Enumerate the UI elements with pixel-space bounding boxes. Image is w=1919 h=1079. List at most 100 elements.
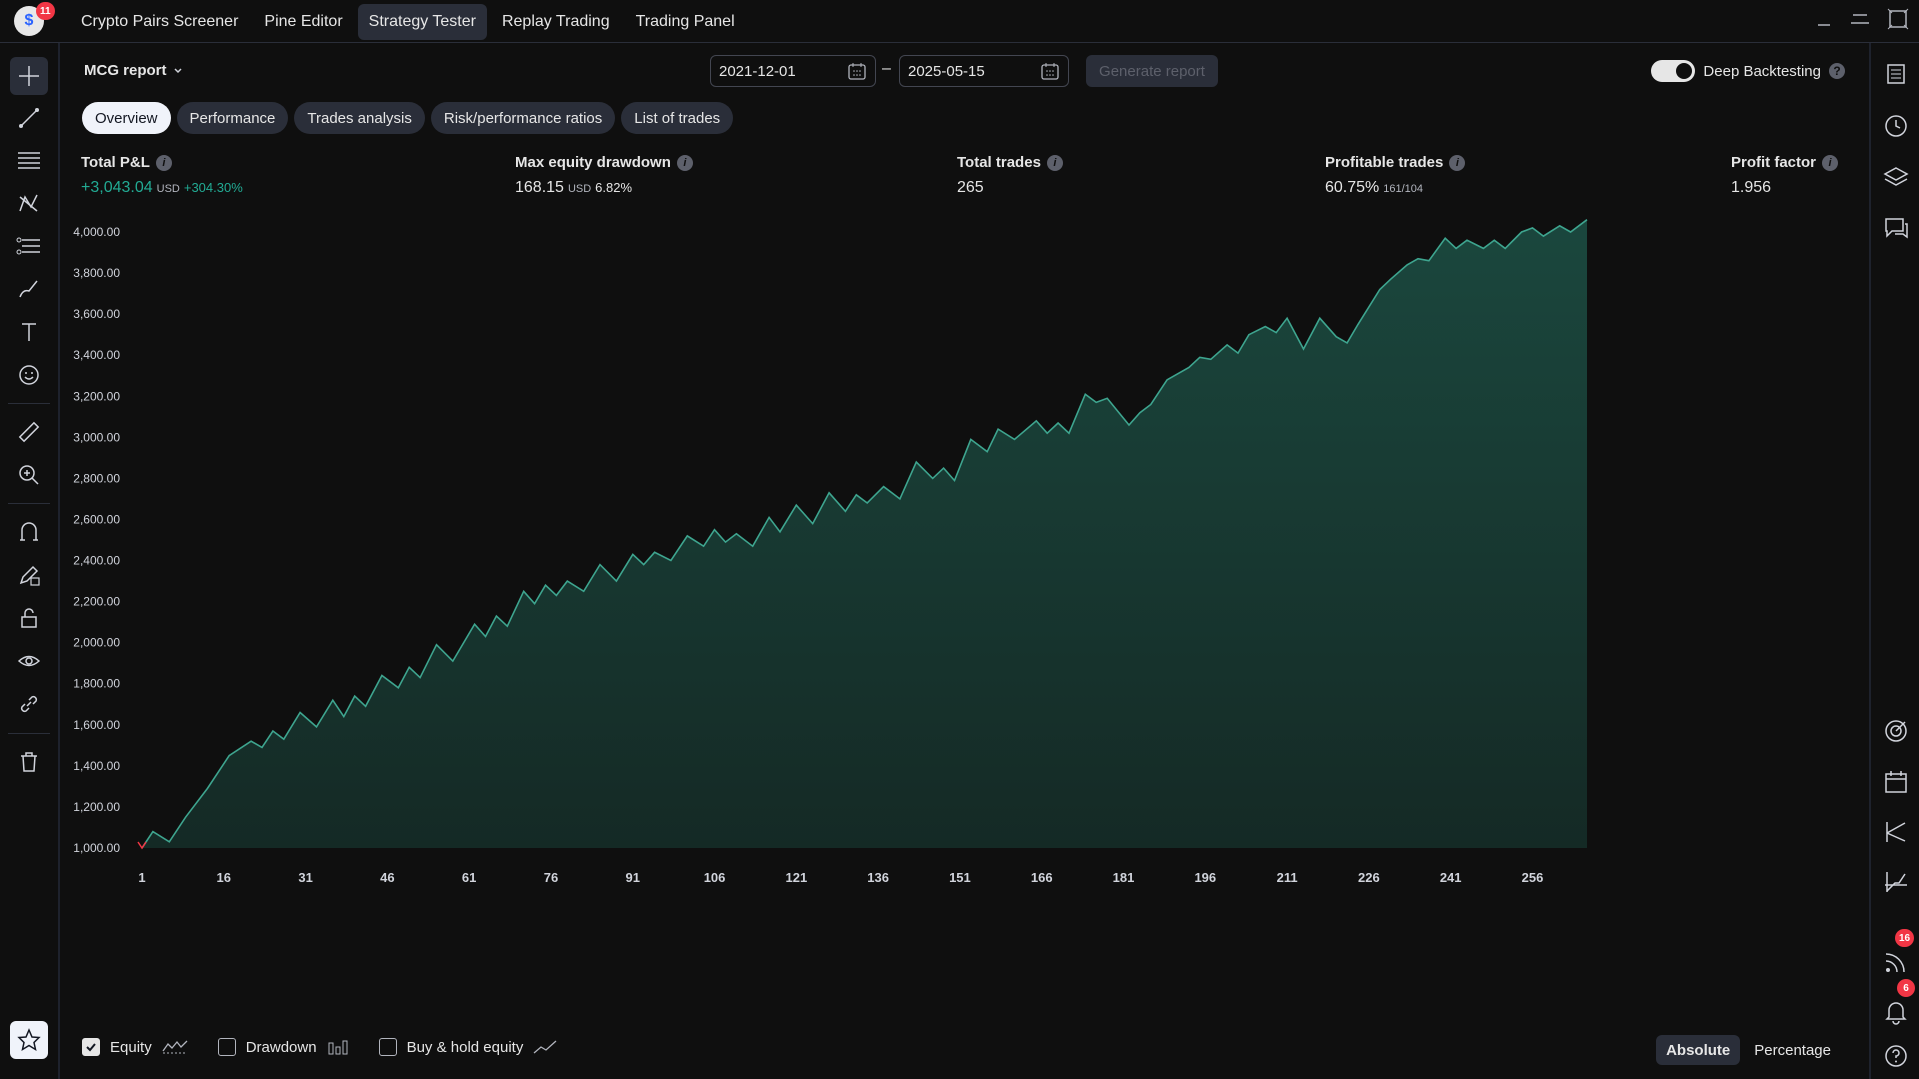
tab-trades-analysis[interactable]: Trades analysis [294, 102, 425, 134]
metric-label: Total P&L [81, 154, 150, 171]
toolbar-divider [8, 403, 50, 404]
calendar-icon [1885, 771, 1907, 793]
strategy-tester-panel: MCG report 2021-12-01 – 2025-05-15 Gener… [62, 44, 1867, 1079]
fib-tool[interactable] [10, 141, 48, 179]
check-icon [86, 1043, 96, 1052]
alerts-button[interactable] [1877, 107, 1915, 145]
legend-buy-hold[interactable]: Buy & hold equity [378, 1038, 558, 1056]
layers-icon [1883, 167, 1909, 186]
y-tick-label: 1,000.00 [73, 841, 120, 855]
percentage-button[interactable]: Percentage [1754, 1041, 1831, 1059]
scale-mode-switch: Absolute Percentage [1656, 1035, 1841, 1065]
chart-legend: Equity Drawdown Buy & hold equity [82, 1038, 557, 1056]
crosshair-tool[interactable] [10, 57, 48, 95]
equity-checkbox[interactable] [82, 1038, 100, 1056]
calendar-icon[interactable] [1040, 61, 1060, 81]
y-tick-label: 3,200.00 [73, 389, 120, 403]
options-button[interactable] [1877, 813, 1915, 851]
y-tick-label: 3,000.00 [73, 430, 120, 444]
date-separator: – [882, 60, 891, 77]
tab-risk-performance-ratios[interactable]: Risk/performance ratios [430, 102, 616, 134]
report-selector[interactable]: MCG report [84, 62, 183, 79]
x-tick-label: 136 [867, 870, 889, 885]
link-icon [20, 695, 38, 713]
minimize-icon[interactable] [1815, 10, 1833, 28]
help-icon[interactable]: ? [1829, 63, 1845, 79]
calendar-button[interactable] [1877, 763, 1915, 801]
text-tool[interactable] [10, 313, 48, 351]
magnet-tool[interactable] [10, 513, 48, 551]
clock-icon [1885, 115, 1907, 137]
x-tick-label: 46 [380, 870, 394, 885]
date-to-field[interactable]: 2025-05-15 [899, 55, 1069, 87]
notifications-button[interactable] [1877, 993, 1915, 1031]
link-tool[interactable] [10, 685, 48, 723]
brush-tool[interactable] [10, 270, 48, 308]
crosshair-icon [19, 66, 39, 86]
x-tick-label: 241 [1440, 870, 1462, 885]
buy-hold-checkbox[interactable] [378, 1038, 397, 1056]
report-tabs: Overview Performance Trades analysis Ris… [82, 102, 734, 134]
generate-report-button[interactable]: Generate report [1086, 55, 1218, 87]
emoji-tool[interactable] [10, 356, 48, 394]
deep-backtesting-toggle[interactable] [1651, 60, 1696, 82]
calendar-icon[interactable] [847, 61, 867, 81]
zoom-tool[interactable] [10, 456, 48, 494]
lock-all-tool[interactable] [10, 599, 48, 637]
tab-strategy-tester[interactable]: Strategy Tester [357, 4, 487, 40]
date-from-value: 2021-12-01 [719, 62, 796, 80]
info-icon[interactable]: i [1822, 154, 1839, 171]
info-icon[interactable]: i [676, 154, 693, 171]
y-tick-label: 2,400.00 [73, 554, 120, 568]
news-feed-button[interactable] [1877, 943, 1915, 981]
lock-drawing-tool[interactable] [10, 556, 48, 594]
object-tree-button[interactable] [1877, 158, 1915, 196]
trend-line-tool[interactable] [10, 99, 48, 137]
favorites-tool[interactable] [10, 1021, 48, 1059]
tab-performance[interactable]: Performance [176, 102, 289, 134]
absolute-button[interactable]: Absolute [1656, 1035, 1741, 1065]
collapse-panel-icon[interactable] [1849, 10, 1871, 28]
forecast-tool[interactable] [10, 227, 48, 265]
tab-overview[interactable]: Overview [82, 102, 171, 134]
line-chart-icon [162, 1040, 188, 1054]
help-button[interactable] [1877, 1037, 1915, 1075]
measure-tool[interactable] [10, 413, 48, 451]
maximize-icon[interactable] [1887, 8, 1909, 30]
tab-list-of-trades[interactable]: List of trades [621, 102, 734, 134]
equity-line [141, 219, 1588, 849]
info-icon[interactable]: i [1449, 154, 1466, 171]
hide-drawings-tool[interactable] [10, 642, 48, 680]
trash-icon [21, 752, 37, 772]
legend-label: Buy & hold equity [406, 1038, 524, 1056]
tab-pine-editor[interactable]: Pine Editor [264, 13, 343, 30]
date-from-field[interactable]: 2021-12-01 [710, 55, 876, 87]
equity-chart[interactable]: 1,000.00 1,200.00 1,400.00 1,600.00 1,800.00… [62, 216, 1867, 1036]
metric-label: Total trades [957, 154, 1041, 171]
pnl-button[interactable] [1877, 863, 1915, 901]
magnet-icon [20, 522, 38, 541]
y-tick-label: 4,000.00 [73, 225, 120, 239]
x-tick-label: 16 [217, 870, 231, 885]
pattern-icon [19, 194, 38, 212]
x-tick-label: 151 [949, 870, 971, 885]
info-icon[interactable]: i [155, 154, 172, 171]
legend-equity[interactable]: Equity [82, 1038, 188, 1056]
x-tick-label: 121 [785, 870, 807, 885]
info-icon[interactable]: i [1046, 154, 1063, 171]
watchlist-button[interactable] [1877, 55, 1915, 93]
trend-line-icon [19, 108, 39, 128]
remove-drawings-tool[interactable] [10, 743, 48, 781]
ideas-button[interactable] [1877, 712, 1915, 750]
tab-trading-panel[interactable]: Trading Panel [635, 13, 735, 30]
metric-label: Max equity drawdown [515, 154, 671, 171]
pattern-tool[interactable] [10, 184, 48, 222]
bell-icon [1885, 1002, 1907, 1025]
tab-replay-trading[interactable]: Replay Trading [501, 13, 610, 30]
drawdown-checkbox[interactable] [217, 1038, 236, 1056]
chats-button[interactable] [1877, 209, 1915, 247]
tab-crypto-pairs-screener[interactable]: Crypto Pairs Screener [81, 13, 239, 30]
pencil-lock-icon [19, 565, 40, 586]
legend-drawdown[interactable]: Drawdown [217, 1038, 349, 1056]
top-bar: $ 11 Crypto Pairs Screener Pine Editor S… [0, 0, 1919, 43]
